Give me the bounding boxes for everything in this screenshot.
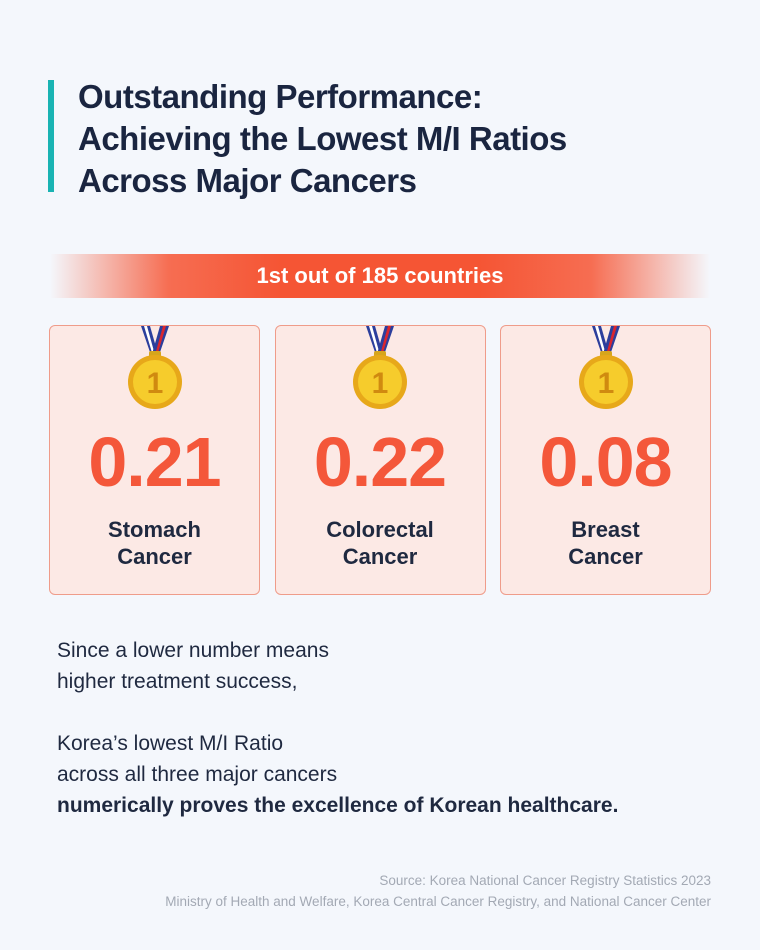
cancer-label: Colorectal Cancer bbox=[276, 516, 485, 570]
medal-number: 1 bbox=[146, 367, 163, 400]
gold-medal-icon: 1 bbox=[127, 326, 182, 409]
paragraph-spacer bbox=[57, 697, 717, 728]
title-line: Across Major Cancers bbox=[78, 162, 417, 199]
cancer-label-line2: Cancer bbox=[342, 544, 418, 569]
cancer-card-colorectal: 1 0.22 Colorectal Cancer bbox=[274, 325, 486, 595]
cancer-label: Breast Cancer bbox=[501, 516, 710, 570]
gold-medal-icon: 1 bbox=[578, 326, 633, 409]
cancer-label-line1: Colorectal bbox=[326, 517, 434, 542]
gold-medal-icon: 1 bbox=[353, 326, 407, 409]
cancer-label: Stomach Cancer bbox=[50, 516, 259, 570]
cancer-label-line1: Breast bbox=[571, 517, 640, 542]
explanation-conclusion: numerically proves the excellence of Kor… bbox=[57, 794, 619, 817]
source-line: Ministry of Health and Welfare, Korea Ce… bbox=[165, 894, 711, 909]
title-line: Outstanding Performance: bbox=[78, 78, 483, 115]
explanation-text: Since a lower number means higher treatm… bbox=[57, 635, 717, 821]
explanation-line: Since a lower number means bbox=[57, 639, 329, 662]
ranking-banner: 1st out of 185 countries bbox=[50, 254, 710, 298]
medal-number: 1 bbox=[372, 367, 389, 400]
mi-ratio-value: 0.21 bbox=[88, 423, 221, 501]
cancer-card-stomach: 1 0.21 Stomach Cancer bbox=[49, 325, 260, 595]
cancer-label-line2: Cancer bbox=[568, 544, 643, 569]
page-title: Outstanding Performance: Achieving the L… bbox=[48, 78, 567, 199]
explanation-line: across all three major cancers bbox=[57, 763, 338, 786]
cancer-cards: 1 0.21 Stomach Cancer 1 0.22 Colorectal … bbox=[49, 325, 711, 595]
explanation-line: Korea’s lowest M/I Ratio bbox=[57, 732, 284, 755]
cancer-label-line2: Cancer bbox=[117, 544, 192, 569]
mi-ratio-value: 0.08 bbox=[539, 423, 672, 501]
mi-ratio-value: 0.22 bbox=[313, 423, 447, 501]
title-line: Achieving the Lowest M/I Ratios bbox=[78, 120, 567, 157]
source-citation: Source: Korea National Cancer Registry S… bbox=[165, 870, 711, 912]
medal-number: 1 bbox=[597, 367, 614, 400]
explanation-line: higher treatment success, bbox=[57, 670, 298, 693]
source-line: Source: Korea National Cancer Registry S… bbox=[379, 873, 711, 888]
cancer-card-breast: 1 0.08 Breast Cancer bbox=[500, 325, 711, 595]
cancer-label-line1: Stomach bbox=[108, 517, 201, 542]
ranking-banner-text: 1st out of 185 countries bbox=[256, 263, 504, 288]
